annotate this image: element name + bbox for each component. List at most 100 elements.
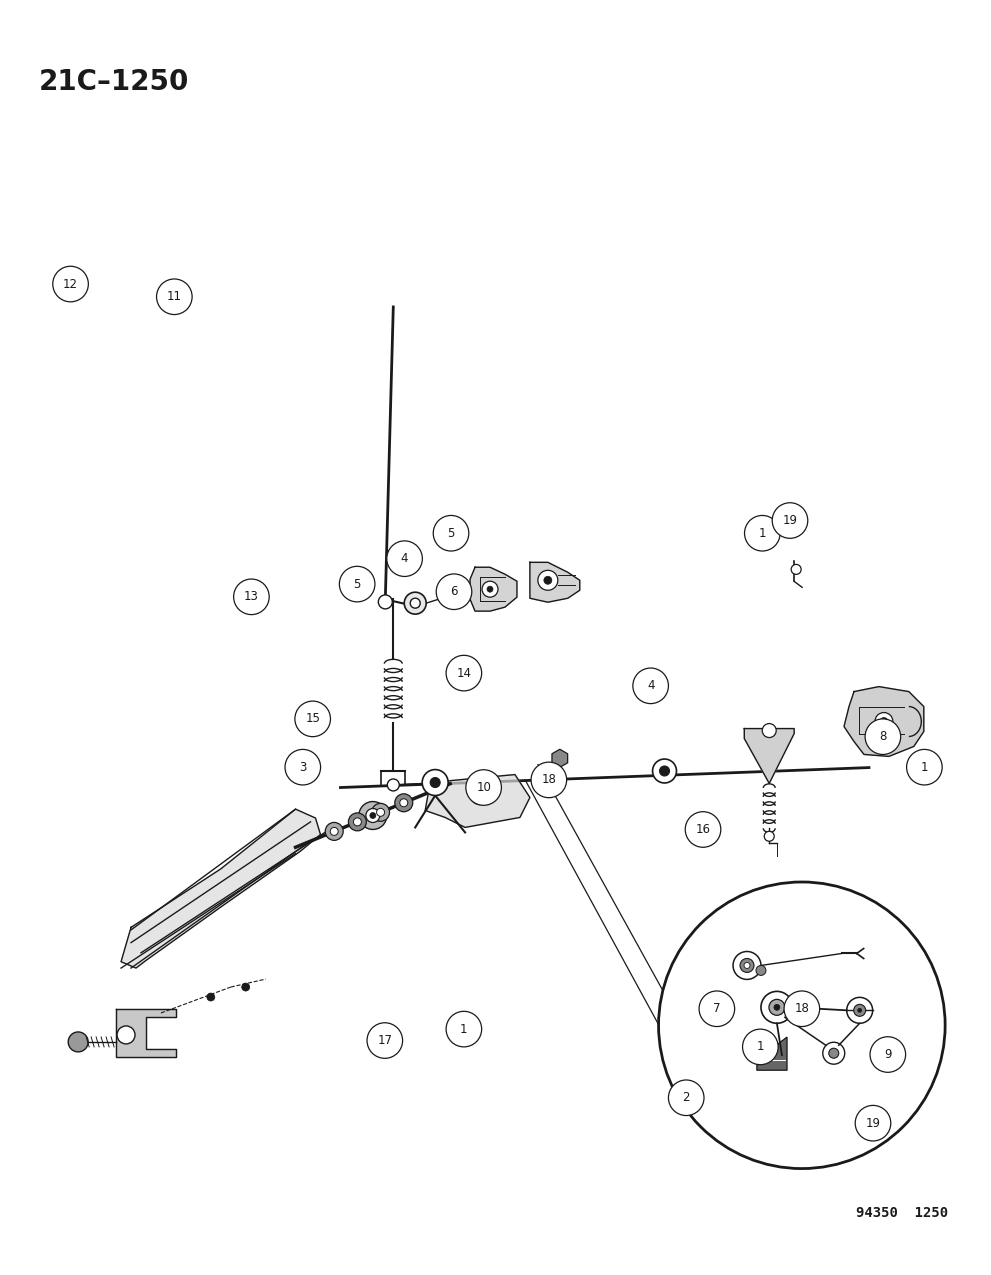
Polygon shape: [470, 567, 517, 611]
Text: 6: 6: [450, 585, 458, 598]
Circle shape: [531, 762, 567, 798]
Circle shape: [769, 1000, 785, 1015]
Circle shape: [828, 1048, 838, 1058]
Text: 3: 3: [299, 761, 306, 774]
Circle shape: [740, 959, 754, 973]
Circle shape: [207, 993, 215, 1001]
Text: 5: 5: [447, 527, 455, 539]
Text: 18: 18: [795, 1002, 810, 1015]
Circle shape: [660, 766, 670, 776]
Text: 1: 1: [460, 1023, 468, 1035]
Circle shape: [685, 812, 720, 848]
Text: 16: 16: [696, 822, 711, 836]
Text: 18: 18: [541, 774, 556, 787]
Circle shape: [853, 1005, 866, 1016]
Polygon shape: [552, 750, 568, 768]
Circle shape: [784, 991, 820, 1026]
Circle shape: [791, 565, 801, 574]
Text: 1: 1: [758, 527, 766, 539]
Text: 19: 19: [865, 1117, 880, 1130]
Polygon shape: [116, 1009, 175, 1057]
Circle shape: [487, 586, 493, 592]
Text: 19: 19: [783, 514, 798, 527]
Text: 4: 4: [400, 552, 408, 565]
Circle shape: [875, 713, 893, 731]
Text: 11: 11: [166, 291, 181, 303]
Circle shape: [349, 813, 367, 831]
Circle shape: [372, 803, 389, 821]
Circle shape: [633, 668, 669, 704]
Text: 17: 17: [378, 1034, 392, 1047]
Circle shape: [669, 1080, 704, 1116]
Circle shape: [354, 817, 362, 826]
Text: 10: 10: [477, 782, 492, 794]
Circle shape: [880, 718, 888, 725]
Polygon shape: [530, 562, 580, 602]
Circle shape: [855, 1105, 891, 1141]
Circle shape: [764, 831, 774, 842]
Text: 1: 1: [756, 1040, 764, 1053]
Circle shape: [446, 1011, 482, 1047]
Circle shape: [538, 570, 558, 590]
Text: 4: 4: [647, 680, 654, 692]
Circle shape: [68, 1031, 88, 1052]
Text: 5: 5: [354, 578, 361, 590]
Circle shape: [733, 951, 761, 979]
Circle shape: [394, 794, 412, 812]
Circle shape: [408, 599, 418, 609]
Circle shape: [117, 1026, 135, 1044]
Polygon shape: [844, 687, 924, 756]
Text: 8: 8: [879, 731, 887, 743]
Circle shape: [744, 963, 750, 969]
Circle shape: [366, 808, 380, 822]
Polygon shape: [425, 775, 530, 827]
Polygon shape: [744, 728, 794, 783]
Circle shape: [446, 655, 482, 691]
Text: 12: 12: [63, 278, 78, 291]
Text: 21C–1250: 21C–1250: [39, 68, 189, 96]
Text: 14: 14: [457, 667, 472, 680]
Circle shape: [476, 790, 484, 798]
Circle shape: [870, 1037, 906, 1072]
Text: 1: 1: [921, 761, 929, 774]
Circle shape: [295, 701, 330, 737]
Circle shape: [339, 566, 375, 602]
Circle shape: [652, 759, 677, 783]
Text: 94350  1250: 94350 1250: [856, 1206, 948, 1220]
Circle shape: [234, 579, 270, 615]
Circle shape: [774, 1005, 780, 1010]
Circle shape: [761, 992, 793, 1024]
Text: 9: 9: [884, 1048, 892, 1061]
Circle shape: [367, 1023, 402, 1058]
Text: 7: 7: [714, 1002, 720, 1015]
Circle shape: [544, 576, 552, 584]
Circle shape: [907, 750, 942, 785]
Circle shape: [325, 822, 343, 840]
Polygon shape: [757, 1038, 787, 1070]
Circle shape: [742, 1029, 778, 1065]
Circle shape: [242, 983, 250, 991]
Circle shape: [157, 279, 192, 315]
Circle shape: [659, 882, 945, 1169]
Circle shape: [466, 770, 501, 806]
Circle shape: [399, 799, 407, 807]
Text: 2: 2: [683, 1091, 690, 1104]
Circle shape: [285, 750, 320, 785]
Text: 15: 15: [305, 713, 320, 725]
Circle shape: [744, 515, 780, 551]
Circle shape: [865, 719, 901, 755]
Circle shape: [387, 779, 399, 790]
Circle shape: [422, 770, 448, 796]
Circle shape: [330, 827, 338, 835]
Circle shape: [433, 515, 469, 551]
Circle shape: [436, 574, 472, 609]
Circle shape: [370, 812, 376, 819]
Circle shape: [386, 541, 422, 576]
Circle shape: [482, 581, 498, 597]
Circle shape: [699, 991, 734, 1026]
Text: 13: 13: [244, 590, 259, 603]
Circle shape: [823, 1042, 844, 1065]
Circle shape: [846, 997, 873, 1024]
Circle shape: [430, 778, 440, 788]
Circle shape: [410, 598, 420, 608]
